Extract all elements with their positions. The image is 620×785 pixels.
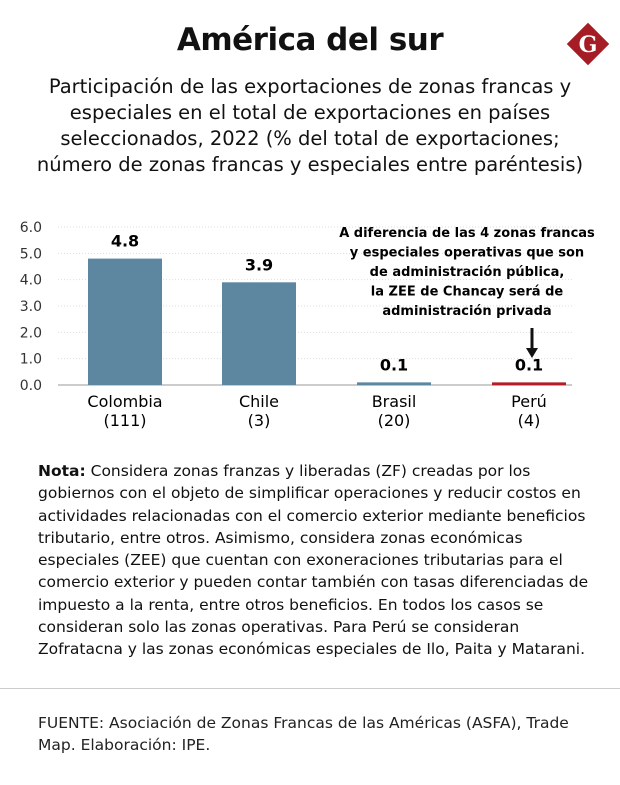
category-count: (3) [248, 411, 271, 430]
logo-icon: G [566, 22, 610, 66]
bar-colombia [88, 258, 162, 385]
bar-perú [492, 382, 566, 386]
annotation-line: administración privada [382, 304, 551, 319]
value-label: 0.1 [380, 355, 408, 374]
divider [0, 688, 620, 689]
y-tick-label: 6.0 [20, 220, 42, 236]
annotation-line: A diferencia de las 4 zonas francas [339, 226, 595, 241]
arrow-head-icon [526, 348, 538, 358]
value-label: 0.1 [515, 355, 543, 374]
category-label: Chile [239, 392, 279, 411]
category-label: Perú [511, 392, 547, 411]
category-count: (111) [103, 411, 146, 430]
y-tick-label: 4.0 [20, 273, 42, 289]
chart-title: América del sur [176, 22, 444, 58]
source: FUENTE: Asociación de Zonas Francas de l… [38, 714, 569, 754]
value-label: 4.8 [111, 232, 139, 251]
y-tick-label: 5.0 [20, 246, 42, 262]
bar-chile [222, 282, 296, 385]
note: Nota: Considera zonas franzas y liberada… [38, 460, 598, 661]
annotation-line: la ZEE de Chancay será de [371, 285, 564, 300]
y-tick-label: 2.0 [20, 325, 42, 341]
y-tick-label: 1.0 [20, 352, 42, 368]
chart-subtitle: Participación de las exportaciones de zo… [36, 75, 584, 176]
annotation-line: de administración pública, [370, 265, 565, 280]
category-label: Colombia [87, 392, 162, 411]
category-label: Brasil [372, 392, 417, 411]
annotation-line: y especiales operativas que son [350, 246, 584, 261]
note-label: Nota: [38, 462, 86, 480]
category-count: (4) [518, 411, 541, 430]
svg-text:G: G [579, 32, 598, 58]
category-count: (20) [378, 411, 411, 430]
value-label: 3.9 [245, 255, 273, 274]
note-text: Considera zonas franzas y liberadas (ZF)… [38, 462, 589, 659]
y-tick-label: 3.0 [20, 299, 42, 315]
bar-brasil [357, 382, 431, 386]
bar-chart: 0.0 1.0 2.0 3.0 4.0 5.0 6.0 4.8 Colombia(111) 3.9… [20, 220, 595, 430]
y-tick-label: 0.0 [20, 378, 42, 394]
